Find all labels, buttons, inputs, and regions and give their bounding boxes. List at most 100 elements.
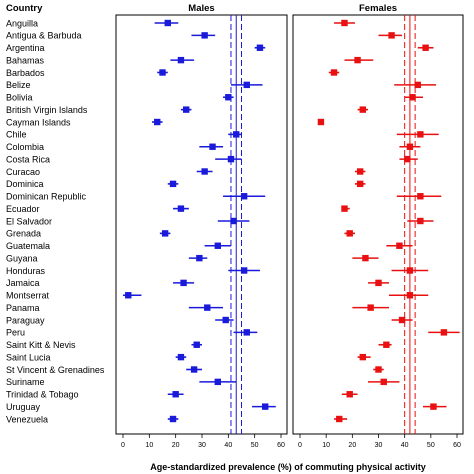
point-estimate [346,391,353,398]
point-estimate [154,118,161,126]
x-tick-label: 50 [251,442,259,449]
country-label: Bahamas [6,55,45,65]
point-estimate [125,292,132,299]
point-estimate [201,32,208,39]
panel-1: Females 0 10 20 30 40 50 60 [292,3,464,449]
point-estimate [180,279,187,287]
point-estimate [430,403,437,410]
x-tick-label: 60 [277,442,285,449]
country-label: Panama [6,303,40,313]
point-estimate [161,230,169,237]
point-estimate [417,193,424,200]
country-labels: Anguilla Antigua & Barbuda Argentina Bahama… [6,18,105,424]
panel-title: Males [188,3,214,14]
point-estimate [209,143,216,150]
x-tick-label: 10 [145,442,153,449]
point-estimate [414,81,421,89]
country-label: Barbados [6,68,45,78]
panel-frame [292,14,464,435]
point-estimate [193,341,200,348]
country-label: Uruguay [6,402,41,412]
country-label: Guyana [6,253,38,263]
point-estimate [243,329,250,336]
point-estimate [214,242,221,249]
point-estimate [204,304,211,311]
point-estimate [341,205,348,212]
point-estimate [354,56,361,64]
panels: Males 0 10 20 30 40 50 60 Females 0 10 20 30 40 50 60 [115,3,464,449]
point-estimate [164,19,171,27]
country-label: St Vincent & Grenadines [6,365,105,375]
country-label: Ecuador [6,204,40,214]
point-estimate [190,366,198,373]
point-estimate [233,131,240,138]
country-header: Country [6,3,43,14]
point-estimate [177,205,185,212]
country-label: Grenada [6,229,41,239]
point-estimate [227,155,235,163]
point-estimate [359,106,366,113]
point-estimate [230,217,237,225]
country-label: Saint Lucia [6,352,51,362]
point-estimate [330,69,338,76]
country-label: Bolivia [6,93,33,103]
x-tick-label: 30 [198,442,206,449]
panel-frame [115,14,288,435]
point-estimate [336,415,343,423]
point-estimate [406,292,414,299]
point-estimate [367,304,374,311]
country-label: Dominica [6,179,44,189]
point-estimate [169,415,177,423]
point-estimate [183,106,190,113]
x-tick-label: 60 [453,442,461,449]
country-label: Antigua & Barbuda [6,31,82,41]
panel-title: Females [359,3,397,14]
country-label: Curacao [6,167,40,177]
point-estimate [222,316,229,324]
point-estimate [404,155,411,163]
x-tick-label: 30 [375,442,383,449]
country-label: Anguilla [6,18,38,28]
point-estimate [417,217,424,225]
point-estimate [356,168,364,175]
country-label: Cayman Islands [6,117,71,127]
point-estimate [240,267,248,274]
point-estimate [346,230,353,237]
point-estimate [362,254,369,262]
x-tick-label: 20 [348,442,356,449]
country-label: Montserrat [6,291,50,301]
point-estimate [383,341,390,348]
country-label: Saint Kitt & Nevis [6,340,76,350]
point-estimate [406,143,414,150]
country-label: Honduras [6,266,46,276]
country-label: Jamaica [6,278,40,288]
x-tick-label: 50 [427,442,435,449]
x-tick-label: 20 [172,442,180,449]
point-estimate [396,242,403,249]
point-estimate [196,254,203,262]
country-label: British Virgin Islands [6,105,88,115]
point-estimate [375,366,382,373]
point-estimate [440,329,448,336]
point-estimate [359,353,366,361]
point-estimate [422,44,429,51]
point-estimate [177,56,185,64]
country-label: Argentina [6,43,45,53]
point-estimate [317,118,325,126]
point-estimate [341,19,348,27]
x-tick-label: 0 [121,442,125,449]
country-label: Chile [6,130,27,140]
point-estimate [406,267,414,274]
point-estimate [172,391,179,398]
x-tick-label: 0 [298,442,302,449]
point-estimate [398,316,406,324]
point-estimate [201,168,208,175]
point-estimate [388,32,395,39]
point-estimate [177,353,185,361]
country-label: Peru [6,328,25,338]
country-label: Costa Rica [6,154,50,164]
country-label: Dominican Republic [6,192,87,202]
country-label: Guatemala [6,241,50,251]
x-tick-label: 40 [401,442,409,449]
